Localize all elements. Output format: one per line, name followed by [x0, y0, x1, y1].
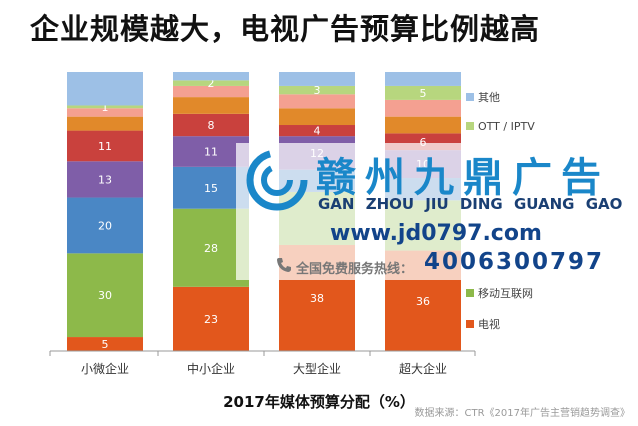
bar-segment [67, 105, 143, 109]
data-label: 36 [416, 295, 430, 308]
legend-swatch [466, 320, 474, 328]
bar-segment [279, 94, 355, 109]
data-label: 2 [208, 77, 215, 90]
legend-swatch [466, 289, 474, 297]
watermark-hotline-label: 全国免费服务热线： [296, 262, 414, 277]
x-tick-label: 小微企业 [81, 361, 129, 376]
legend-swatch [466, 122, 474, 130]
x-axis: 小微企业 中小企业 大型企业 超大企业 [49, 350, 476, 376]
bar-segment [67, 116, 143, 131]
bar-segment [67, 337, 143, 351]
watermark-pinyin: GAN ZHOU JIU DING GUANG GAO [318, 195, 623, 213]
x-tick-label: 超大企业 [399, 361, 447, 376]
x-tick-label: 中小企业 [187, 361, 235, 376]
legend-label: 移动互联网 [478, 287, 533, 300]
bar-segment [67, 253, 143, 338]
bar-segment [173, 72, 249, 81]
bar-segment [279, 72, 355, 86]
data-label: 30 [98, 289, 112, 302]
bar-segment [67, 130, 143, 162]
watermark-hotline-number: 4006300797 [424, 249, 605, 275]
bar-segment [67, 108, 143, 117]
bar-segment [279, 125, 355, 137]
swirl-logo-icon [246, 149, 308, 211]
page-title: 企业规模越大，电视广告预算比例越高 [30, 12, 541, 46]
data-label: 4 [314, 125, 321, 138]
bar-segment [173, 85, 249, 98]
bar-segment [279, 85, 355, 95]
bar-segment [385, 99, 461, 117]
data-label: 6 [420, 136, 427, 149]
bar-segment [173, 286, 249, 351]
bar-segment [173, 80, 249, 86]
data-label: 5 [420, 87, 427, 100]
bar-segment [67, 197, 143, 254]
data-label: 13 [98, 173, 112, 186]
bar-segment [173, 97, 249, 114]
legend-swatch [466, 93, 474, 101]
watermark-company-name: 赣州九鼎广告 [316, 155, 610, 201]
bar-segment [385, 72, 461, 86]
data-label: 38 [310, 292, 324, 305]
chart-caption: 2017年媒体预算分配（%） [223, 393, 415, 411]
bar-segment [279, 108, 355, 126]
data-label: 20 [98, 219, 112, 232]
phone-icon [277, 258, 291, 272]
data-label: 1 [102, 101, 109, 114]
bar-segment [67, 72, 143, 106]
data-label: 28 [204, 242, 218, 255]
x-tick-label: 大型企业 [293, 361, 341, 376]
bar-segment [385, 85, 461, 100]
bar-segment [385, 116, 461, 134]
legend-label: 其他 [478, 91, 500, 104]
data-label: 15 [204, 182, 218, 195]
data-label: 23 [204, 313, 218, 326]
data-label: 3 [314, 84, 321, 97]
legend-label: OTT / IPTV [478, 120, 535, 133]
data-label: 11 [204, 146, 218, 159]
watermark-url: www.jd0797.com [330, 221, 542, 246]
watermark: 赣州九鼎广告 GAN ZHOU JIU DING GUANG GAO www.j… [236, 143, 638, 280]
data-label: 8 [208, 119, 215, 132]
data-label: 11 [98, 140, 112, 153]
data-label: 5 [102, 338, 109, 351]
bar-segment [67, 161, 143, 198]
bar-segment [173, 113, 249, 137]
legend-label: 电视 [478, 317, 500, 331]
source-note: 数据来源：CTR《2017年广告主营销趋势调查》 [414, 408, 631, 419]
